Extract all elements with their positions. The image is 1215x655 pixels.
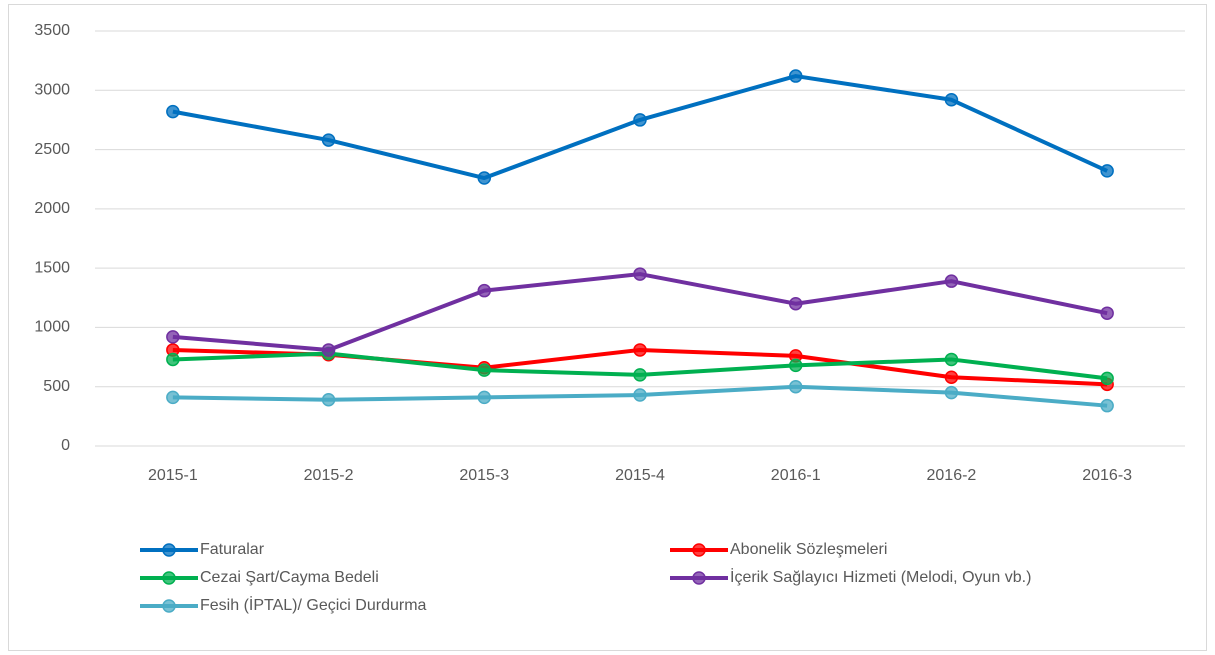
point-marker: [788, 379, 803, 394]
y-tick-label: 1000: [34, 319, 70, 336]
point-marker: [166, 330, 180, 344]
point-marker: [633, 368, 647, 382]
x-tick-label: 2016-1: [771, 467, 821, 484]
legend-marker: [162, 599, 176, 613]
x-tick-label: 2016-2: [927, 467, 977, 484]
point-marker: [944, 352, 959, 367]
point-marker: [788, 69, 803, 83]
x-tick-label: 2016-3: [1082, 467, 1132, 484]
point-marker: [166, 390, 180, 405]
y-tick-label: 500: [43, 378, 70, 395]
point-marker: [477, 390, 492, 405]
point-marker: [788, 358, 803, 373]
point-marker: [166, 104, 180, 119]
point-marker: [788, 296, 803, 311]
point-marker: [944, 385, 959, 400]
point-marker: [1100, 164, 1114, 178]
point-marker: [633, 113, 647, 127]
y-tick-label: 0: [61, 437, 70, 454]
legend-label: İçerik Sağlayıcı Hizmeti (Melodi, Oyun v…: [730, 567, 1031, 586]
legend-marker: [692, 543, 706, 557]
point-marker: [633, 388, 647, 402]
y-tick-label: 1500: [34, 259, 70, 276]
x-tick-label: 2015-1: [148, 467, 198, 484]
point-marker: [321, 343, 336, 357]
point-marker: [1100, 306, 1114, 320]
point-marker: [166, 352, 180, 367]
point-marker: [944, 93, 959, 107]
legend-marker: [162, 543, 176, 557]
x-tick-label: 2015-3: [459, 467, 509, 484]
point-marker: [1100, 371, 1114, 386]
point-marker: [633, 267, 647, 281]
legend-label: Fesih (İPTAL)/ Geçici Durdurma: [200, 595, 427, 614]
y-tick-label: 3000: [34, 82, 70, 99]
point-marker: [321, 133, 336, 147]
point-marker: [1100, 398, 1114, 413]
point-marker: [477, 363, 492, 377]
y-tick-label: 2500: [34, 141, 70, 158]
legend-marker: [162, 571, 176, 585]
point-marker: [633, 343, 647, 357]
legend-marker: [692, 571, 706, 585]
y-tick-label: 2000: [34, 200, 70, 217]
x-tick-label: 2015-4: [615, 467, 665, 484]
point-marker: [944, 274, 959, 288]
legend-label: Cezai Şart/Cayma Bedeli: [200, 569, 379, 586]
legend-label: Faturalar: [200, 541, 265, 558]
x-tick-label: 2015-2: [304, 467, 354, 484]
point-marker: [944, 370, 959, 384]
point-marker: [477, 171, 492, 185]
point-marker: [321, 393, 336, 407]
y-tick-label: 3500: [34, 22, 70, 39]
point-marker: [477, 283, 492, 298]
legend-label: Abonelik Sözleşmeleri: [730, 541, 887, 558]
